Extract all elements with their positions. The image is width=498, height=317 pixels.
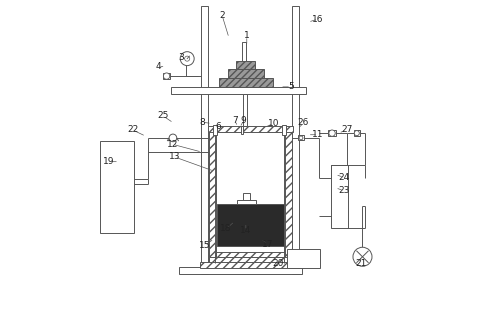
Text: 14: 14: [240, 226, 251, 235]
Bar: [201, 6, 208, 274]
Bar: [209, 130, 216, 263]
Text: 23: 23: [339, 186, 350, 195]
Text: 22: 22: [127, 126, 138, 134]
Circle shape: [169, 134, 177, 142]
Circle shape: [354, 131, 360, 136]
Text: 21: 21: [355, 259, 366, 268]
Text: 1: 1: [244, 31, 249, 40]
Circle shape: [353, 247, 372, 266]
Text: 24: 24: [339, 173, 350, 182]
Bar: [292, 6, 299, 274]
Text: 12: 12: [167, 140, 178, 149]
Text: 18: 18: [221, 224, 232, 233]
Text: 15: 15: [199, 241, 210, 250]
Bar: [228, 69, 264, 78]
Bar: [200, 262, 304, 268]
Text: 2: 2: [219, 11, 225, 20]
Circle shape: [163, 73, 170, 79]
Bar: [332, 165, 348, 228]
Bar: [171, 87, 306, 94]
Bar: [298, 135, 304, 140]
Text: 27: 27: [341, 126, 352, 134]
Text: 8: 8: [199, 118, 205, 126]
Circle shape: [299, 136, 303, 140]
Text: 19: 19: [103, 157, 115, 166]
Bar: [354, 130, 360, 136]
Text: 9: 9: [241, 116, 247, 125]
Bar: [244, 94, 247, 126]
Bar: [282, 125, 286, 135]
Bar: [163, 73, 170, 79]
Circle shape: [185, 56, 190, 61]
Bar: [328, 130, 336, 136]
Text: 17: 17: [262, 240, 274, 249]
Text: 10: 10: [268, 119, 279, 128]
Text: 20: 20: [273, 259, 284, 268]
Text: 25: 25: [157, 111, 168, 120]
Text: 5: 5: [288, 82, 294, 91]
Text: 4: 4: [155, 62, 161, 71]
Circle shape: [329, 130, 335, 136]
Bar: [241, 126, 244, 134]
Circle shape: [180, 52, 194, 66]
Bar: [100, 141, 134, 233]
Bar: [244, 193, 249, 200]
Text: 3: 3: [178, 53, 184, 61]
Text: 7: 7: [232, 116, 238, 125]
Bar: [285, 130, 292, 263]
Text: 6: 6: [215, 122, 221, 131]
Text: 11: 11: [312, 130, 324, 139]
Bar: [237, 200, 256, 204]
Text: 16: 16: [312, 15, 324, 23]
Bar: [287, 249, 320, 268]
Bar: [242, 42, 246, 61]
Bar: [219, 78, 273, 87]
Text: 13: 13: [169, 152, 180, 161]
Bar: [208, 126, 293, 132]
Bar: [209, 257, 292, 263]
Bar: [217, 204, 284, 246]
Bar: [213, 125, 217, 135]
Bar: [179, 267, 302, 274]
Bar: [216, 252, 285, 257]
Text: 26: 26: [298, 119, 309, 127]
Bar: [237, 61, 255, 69]
